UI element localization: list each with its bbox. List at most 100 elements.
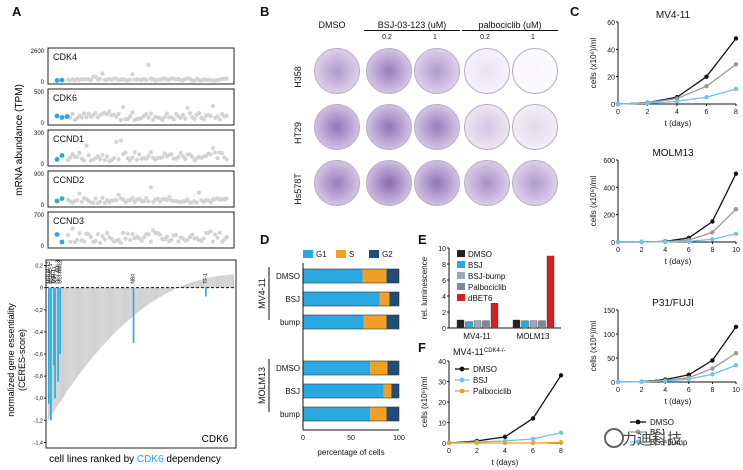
data-point <box>224 76 229 81</box>
watermark-logo-icon <box>604 428 624 448</box>
bar <box>154 287 156 301</box>
watermark: 力迪科技 <box>622 430 683 448</box>
series-line <box>618 208 737 243</box>
data-point <box>114 114 119 119</box>
bar <box>181 286 183 288</box>
bar <box>182 285 184 288</box>
bar <box>191 282 193 288</box>
stacked-bar <box>386 315 399 329</box>
series-point <box>710 372 715 377</box>
data-point <box>125 231 130 236</box>
x-tick: 0 <box>447 448 451 455</box>
gene-name: CCND1 <box>53 134 84 144</box>
plot-title: MOLM13 <box>652 148 694 159</box>
bar <box>138 287 140 312</box>
data-point <box>157 232 163 237</box>
colony-dish <box>464 48 510 94</box>
data-point <box>144 77 149 83</box>
data-point <box>93 110 98 116</box>
series-point <box>710 237 715 242</box>
data-point <box>146 115 151 120</box>
bar <box>217 276 219 288</box>
x-axis-label: t (days) <box>665 119 692 128</box>
legend-label: BSJ <box>468 261 483 270</box>
colony-dish <box>464 160 510 206</box>
series-point <box>663 239 668 245</box>
bar <box>231 274 233 288</box>
legend-swatch <box>457 261 465 268</box>
data-point <box>116 237 121 243</box>
essentiality-ylabel-2: (CERES-score) <box>17 329 27 391</box>
bar <box>82 287 84 370</box>
bar <box>146 287 148 306</box>
data-point <box>128 114 133 119</box>
data-point <box>114 139 119 144</box>
condition-label: bump <box>280 318 301 327</box>
data-point <box>162 151 167 156</box>
x-tick: 2 <box>640 247 644 254</box>
data-point <box>100 71 105 76</box>
y-tick: 30 <box>438 380 446 387</box>
x-tick: 4 <box>503 448 507 455</box>
series-point <box>530 436 536 442</box>
bar <box>148 287 150 305</box>
y-min-tick: 0 <box>41 80 45 86</box>
bar <box>103 287 105 344</box>
bar <box>162 287 164 296</box>
series-point <box>733 36 739 41</box>
essentiality-plot: 0,2 0 -0,2 -0,4 -0,6 -0,8 -1,0 -1,2 -1,4 MOLM-13M… <box>34 260 236 446</box>
highlight-bar <box>132 287 135 343</box>
bar <box>219 275 221 288</box>
bar <box>135 287 137 314</box>
legend-marker <box>635 419 641 425</box>
data-point <box>86 111 91 116</box>
y-tick: 0 <box>442 326 446 333</box>
x-tick: 0 <box>301 435 305 442</box>
highlight-bar <box>59 287 61 354</box>
series-line <box>618 364 737 383</box>
bar <box>83 287 85 369</box>
legend-swatch <box>457 250 465 257</box>
legend-swatch <box>336 250 346 258</box>
bar <box>64 287 66 395</box>
data-point <box>190 232 195 237</box>
y-tick: 0 <box>442 441 446 448</box>
bar <box>179 286 181 288</box>
panel-label-a: A <box>12 4 22 19</box>
data-point <box>98 156 103 162</box>
colony-dish <box>314 48 360 94</box>
data-point <box>210 103 215 108</box>
x-tick: 0 <box>616 109 620 116</box>
data-point <box>75 198 80 203</box>
y-axis-label: cells (x10⁶)/ml <box>589 176 598 227</box>
data-point <box>176 154 181 160</box>
condition-label: BSJ <box>285 295 300 304</box>
data-point <box>185 105 190 111</box>
data-point <box>128 158 133 163</box>
y-tick: -1,2 <box>34 418 43 424</box>
series-line <box>617 326 737 383</box>
series-point <box>686 239 691 244</box>
series-point <box>733 62 739 67</box>
data-point <box>107 109 112 114</box>
bar <box>160 287 162 297</box>
bar <box>136 287 138 313</box>
data-point <box>98 240 103 245</box>
x-tick: 6 <box>531 448 535 455</box>
cell-line-label: NB4 <box>131 274 137 284</box>
y-tick: -0,6 <box>34 352 43 358</box>
bar <box>194 281 196 288</box>
highlight-point <box>54 78 60 83</box>
group-label: MOLM13 <box>257 367 267 404</box>
data-point <box>185 197 190 202</box>
data-point <box>183 116 188 121</box>
panel-e: 0 2 4 6 8 10 rel. luminescence MV4-11 MOLM13 DMSO… <box>420 246 561 341</box>
bar <box>99 287 101 349</box>
data-point <box>121 104 126 110</box>
legend-swatch <box>457 272 465 279</box>
data-point <box>102 158 107 163</box>
bar <box>74 287 76 380</box>
y-tick: 60 <box>607 20 615 27</box>
stacked-bar <box>386 269 399 283</box>
x-axis-label: t (days) <box>492 458 519 467</box>
